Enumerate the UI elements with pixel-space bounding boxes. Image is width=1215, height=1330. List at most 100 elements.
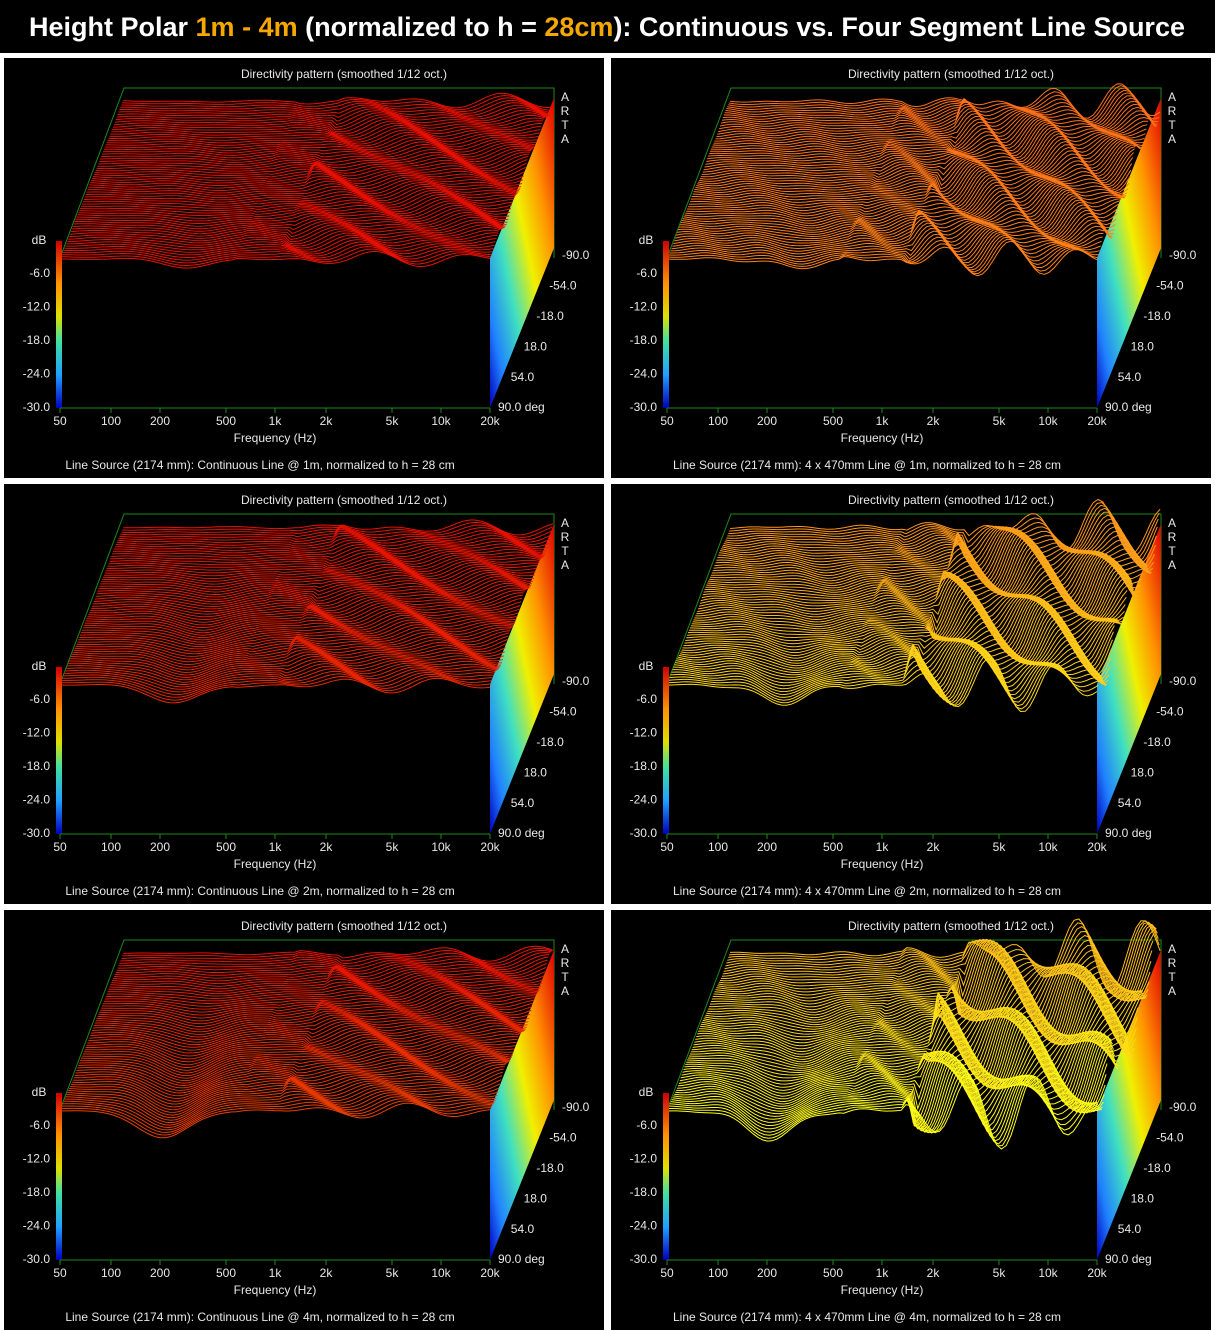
- surface-line: [703, 565, 1135, 619]
- freq-tick-label: 50: [660, 414, 674, 428]
- surface-line: [675, 640, 1106, 693]
- surface-line: [80, 626, 511, 648]
- surface-line: [65, 663, 496, 688]
- freq-tick-label: 50: [660, 1266, 674, 1280]
- freq-tick-label: 1k: [269, 840, 283, 854]
- surface-line: [117, 532, 548, 550]
- surface-line: [717, 115, 1148, 152]
- surface-line: [104, 565, 535, 582]
- surface-line: [671, 646, 1102, 701]
- db-tick-label: -18.0: [630, 759, 658, 773]
- surface-line: [708, 555, 1139, 611]
- surface-line: [112, 546, 543, 563]
- surface-line: [60, 250, 491, 269]
- surface-line: [688, 189, 1119, 225]
- surface-line: [723, 99, 1155, 131]
- surface-line: [722, 526, 1154, 573]
- surface-line: [101, 149, 532, 165]
- angle-tick-label: -90.0: [1169, 1100, 1197, 1114]
- surface-line: [686, 609, 1117, 663]
- db-color-bar: [663, 241, 669, 408]
- surface-line: [691, 179, 1122, 215]
- plot-caption: Line Source (2174 mm): Continuous Line @…: [65, 1310, 454, 1324]
- angle-color-wedge: [1097, 98, 1161, 408]
- surface-line: [680, 1038, 1111, 1112]
- surface-line: [109, 980, 540, 997]
- surface-line: [681, 1036, 1112, 1112]
- angle-tick-label: 18.0: [1131, 765, 1155, 779]
- surface-line: [98, 155, 529, 172]
- angle-tick-label: 18.0: [524, 765, 548, 779]
- plot-caption: Line Source (2174 mm): 4 x 470mm Line @ …: [673, 884, 1061, 898]
- angle-tick-label: 90.0 deg: [1105, 400, 1152, 414]
- surface-line: [108, 982, 539, 999]
- surface-line: [63, 241, 494, 259]
- surface-line: [672, 227, 1103, 264]
- plot-title: Directivity pattern (smoothed 1/12 oct.): [848, 67, 1054, 81]
- surface-line: [678, 1045, 1110, 1114]
- surface-line: [94, 164, 525, 180]
- surface-line: [116, 963, 547, 978]
- db-label: dB: [32, 659, 47, 673]
- db-tick-label: -30.0: [630, 1252, 658, 1266]
- surface-line: [73, 642, 504, 666]
- db-tick-label: -6.0: [636, 1118, 657, 1132]
- surface-line: [666, 240, 1098, 277]
- title-part: Height Polar: [29, 12, 196, 42]
- title-highlight: -: [235, 12, 259, 42]
- freq-axis-label: Frequency (Hz): [234, 431, 317, 445]
- surface-line: [678, 211, 1110, 243]
- surface-line: [709, 554, 1140, 609]
- freq-tick-label: 100: [101, 414, 121, 428]
- freq-axis-label: Frequency (Hz): [841, 1283, 924, 1297]
- surface-line: [718, 531, 1149, 586]
- surface-line: [718, 112, 1149, 149]
- surface-line: [63, 668, 494, 693]
- surface-line: [92, 594, 523, 613]
- angle-tick-label: -18.0: [536, 1161, 564, 1175]
- surface-line: [100, 1002, 531, 1022]
- angle-tick-label: -18.0: [1143, 735, 1171, 749]
- surface-line: [112, 973, 543, 990]
- surface-line: [668, 652, 1099, 707]
- surface-line: [674, 641, 1105, 696]
- surface-line: [99, 1004, 530, 1025]
- surface-line: [86, 185, 517, 202]
- surface-line: [119, 102, 550, 117]
- surface-line: [719, 530, 1150, 583]
- surface-line: [709, 135, 1140, 172]
- plot-panel: Directivity pattern (smoothed 1/12 oct.)…: [4, 484, 604, 904]
- surface-line: [91, 1024, 522, 1048]
- surface-line: [70, 649, 502, 674]
- surface-line: [689, 184, 1121, 220]
- surface-line: [105, 563, 536, 580]
- surface-line: [106, 561, 537, 577]
- surface-line: [694, 1008, 1125, 1081]
- surface-line: [674, 1055, 1105, 1130]
- surface-line: [687, 606, 1118, 661]
- surface-line: [729, 501, 1160, 557]
- freq-axis-label: Frequency (Hz): [234, 857, 317, 871]
- surface-line: [81, 195, 513, 213]
- db-label: dB: [639, 1085, 654, 1099]
- surface-line: [110, 124, 541, 141]
- surface-line: [68, 230, 499, 247]
- freq-tick-label: 1k: [876, 1266, 890, 1280]
- surface-line: [685, 1030, 1116, 1104]
- surface-line: [91, 1022, 523, 1046]
- brand-letter: R: [1168, 956, 1177, 970]
- surface-line: [698, 995, 1129, 1070]
- freq-tick-label: 2k: [927, 1266, 941, 1280]
- freq-tick-label: 5k: [386, 1266, 400, 1280]
- freq-tick-label: 500: [823, 1266, 843, 1280]
- surface-line: [91, 597, 523, 615]
- surface-line: [79, 1055, 510, 1084]
- surface-line: [110, 978, 541, 994]
- surface-line: [724, 97, 1156, 128]
- surface-line: [78, 204, 509, 221]
- surface-line: [114, 967, 546, 982]
- plot-caption: Line Source (2174 mm): Continuous Line @…: [65, 884, 454, 898]
- db-tick-label: -24.0: [23, 367, 51, 381]
- surface-line: [673, 224, 1104, 261]
- freq-tick-label: 5k: [993, 1266, 1007, 1280]
